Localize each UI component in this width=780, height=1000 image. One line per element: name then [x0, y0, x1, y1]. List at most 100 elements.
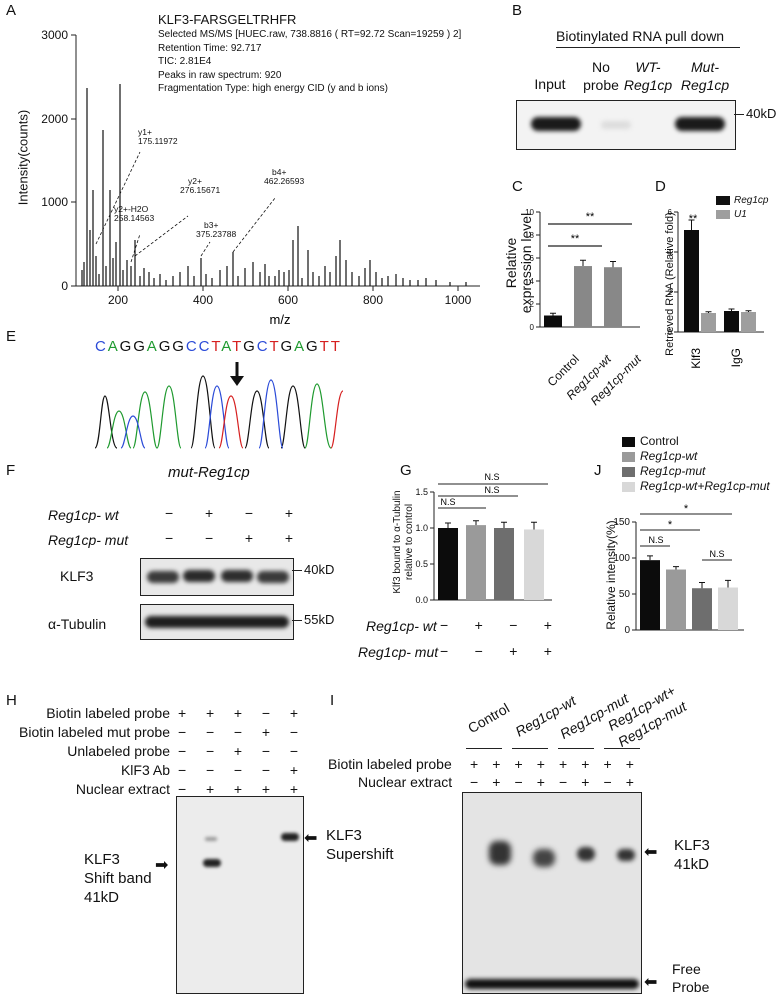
error-bar [673, 566, 679, 570]
lane-label-no-probe: No probe [583, 59, 619, 93]
trace-red [218, 390, 344, 449]
band-mut [675, 117, 725, 131]
ms-peaks [81, 84, 467, 286]
sequence-base: A [221, 338, 233, 355]
ytick-label: 4 [530, 277, 535, 286]
meta-line: Peaks in raw spectrum: 920 [158, 69, 282, 81]
panel-label-h: H [6, 692, 17, 709]
sign: − [261, 762, 271, 778]
ytick-label: 6 [668, 208, 673, 217]
sign: − [261, 743, 271, 759]
label-line: KLF3 [84, 851, 120, 868]
marker-tick-f2 [292, 620, 302, 621]
chart-d-yticks: 0 2 4 6 [668, 208, 673, 337]
panel-label-d: D [655, 178, 666, 195]
panel-f-title: mut-Reg1cp [168, 464, 250, 481]
ytick-label: 0.0 [415, 595, 428, 605]
chart-c-bars [544, 259, 622, 327]
marker-tick-f1 [292, 570, 302, 571]
xtick-label: 1000 [445, 293, 472, 307]
ns-label: N.S [440, 497, 455, 507]
ns-label: N.S [484, 472, 499, 482]
label-line: Free [672, 961, 701, 977]
underline [604, 748, 640, 749]
bar [684, 230, 699, 332]
sign: + [244, 530, 254, 546]
band [577, 847, 595, 861]
sign: − [178, 724, 187, 740]
legend-label: Reg1cp-wt [640, 449, 698, 463]
sequence-letters: CAGGAGGCCTATGCTGAGTT [95, 338, 342, 355]
ytick-label: 8 [530, 231, 535, 240]
ytick-label: 0 [530, 323, 535, 332]
ytick-label: 3000 [41, 28, 68, 42]
sequence-base: A [107, 338, 120, 355]
sign: − [233, 762, 243, 778]
sign: + [289, 781, 298, 797]
xtick-label: 800 [363, 293, 383, 307]
legend-item: Control [622, 434, 770, 449]
sign: + [261, 724, 271, 740]
ytick-label: 4 [668, 248, 673, 257]
sign: + [233, 705, 243, 721]
arrow-right-icon: ➡ [155, 857, 169, 874]
meta-line: Selected MS/MS [HUEC.raw, 738.8816 ( RT=… [158, 29, 462, 40]
chart-j-sig-lines [640, 513, 732, 561]
sign: + [233, 781, 243, 797]
panel-b-title-underline [556, 47, 740, 48]
panel-label-j: J [594, 462, 602, 479]
error-bar [550, 312, 556, 316]
row-label-wt: Reg1cp- wt [48, 507, 119, 523]
marker-f1: 40kD [304, 562, 335, 577]
panel-label-e: E [6, 328, 17, 345]
chart-g-yticks: 0.0 0.5 1.0 1.5 [415, 487, 428, 605]
chart-j-bars [640, 555, 738, 630]
chart-j-yticks: 0 50 100 150 [613, 517, 630, 636]
meta-line: TIC: 2.81E4 [158, 56, 212, 67]
legend-swatch [622, 451, 635, 462]
bar [692, 588, 712, 630]
sign: + [233, 743, 243, 759]
band [533, 849, 555, 867]
band [617, 849, 635, 861]
panel-label-g: G [400, 462, 412, 479]
arrow-left-icon: ⬅ [644, 974, 658, 991]
sequence-text: CAGGAGGCCTATGCTGAGTT [95, 338, 342, 355]
bar [640, 560, 660, 630]
label-line: 41kD [84, 889, 120, 906]
ytick-label: 150 [613, 517, 630, 528]
panel-b-title: Biotinylated RNA pull down [556, 28, 725, 44]
trace-blue [120, 379, 284, 449]
xtick-label: 600 [278, 293, 298, 307]
sequence-base: G [280, 338, 295, 355]
sign: − [204, 530, 214, 546]
error-bar [531, 521, 537, 530]
row-label: Biotin labeled mut probe [19, 724, 170, 740]
trace-black [94, 375, 306, 449]
free-probe [465, 979, 639, 989]
sign: − [205, 762, 215, 778]
legend-label: Reg1cp [734, 195, 769, 206]
sign: − [603, 774, 612, 790]
label-line: KLF3 [326, 827, 362, 844]
ns-label: N.S [709, 549, 724, 559]
xtick-label: 400 [193, 293, 213, 307]
group-label: Control [465, 699, 513, 737]
lane-label-mut: Mut-Reg1cp [680, 59, 730, 93]
error-bar [705, 311, 712, 313]
legend-item: Reg1cp-wt [622, 449, 770, 464]
legend-swatch [622, 436, 635, 447]
band-faint [205, 837, 217, 841]
sig-stars: ** [571, 233, 580, 245]
sign: − [261, 705, 271, 721]
sign: + [289, 762, 298, 778]
band-supershift [281, 833, 299, 841]
meta-line: Retention Time: 92.717 [158, 42, 262, 54]
band [489, 841, 511, 865]
band [183, 570, 215, 582]
band [145, 616, 289, 628]
panel-label-a: A [6, 2, 17, 19]
error-bar [699, 581, 705, 589]
band-input [531, 117, 581, 131]
legend-swatch [622, 466, 635, 477]
